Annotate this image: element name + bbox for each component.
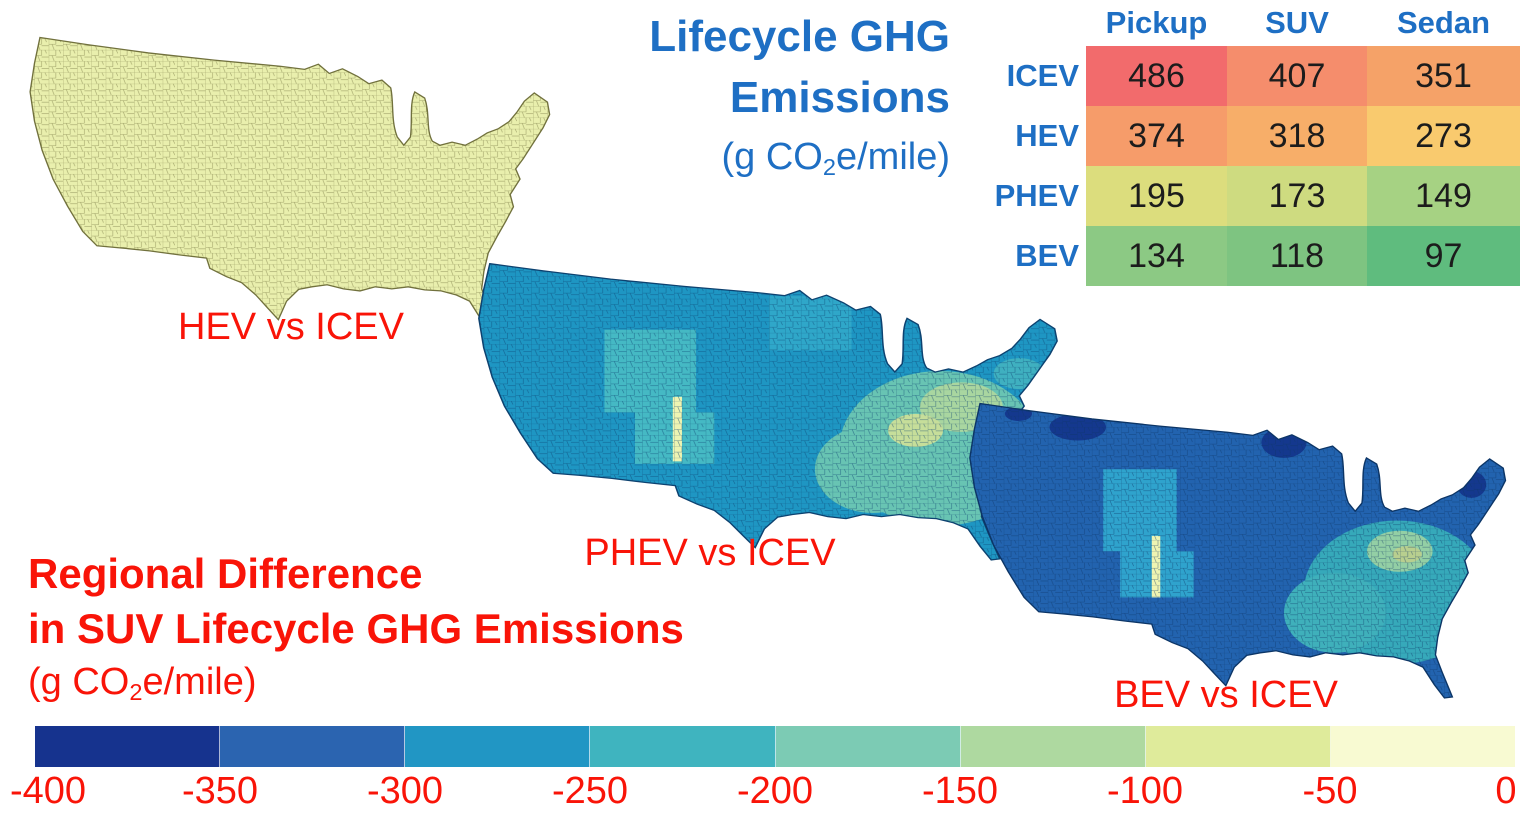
subtitle-line2: in SUV Lifecycle GHG Emissions (28, 605, 684, 652)
table-cell-bev-pickup: 134 (1086, 226, 1227, 286)
table-row-label-hev: HEV (1015, 118, 1079, 153)
legend-segment-3 (590, 726, 776, 767)
table-row-label-bev: BEV (1015, 238, 1079, 273)
colorbar (35, 726, 1515, 767)
table-col-header-pickup: Pickup (1105, 5, 1208, 40)
table-corner-spacer (990, 0, 1086, 46)
legend-segment-6 (1145, 726, 1331, 767)
figure-subtitle: Regional Difference in SUV Lifecycle GHG… (28, 546, 684, 718)
legend-segment-1 (220, 726, 406, 767)
subtitle-line1: Regional Difference (28, 550, 423, 597)
legend-tick--150: -150 (921, 770, 999, 812)
figure-title: Lifecycle GHG Emissions (g CO2e/mile) (649, 6, 950, 196)
legend-segment-2 (405, 726, 591, 767)
table-cell-phev-sedan: 149 (1367, 166, 1520, 226)
map-label-phev-vs-icev: PHEV vs ICEV (584, 532, 836, 574)
table-cell-phev-suv: 173 (1227, 166, 1367, 226)
legend-segment-5 (960, 726, 1146, 767)
figure-title-line2: Emissions (729, 73, 950, 122)
table-cell-icev-pickup: 486 (1086, 46, 1227, 106)
choropleth-hev-vs-icev (29, 36, 551, 333)
legend-segment-7 (1330, 726, 1515, 767)
table-cell-icev-suv: 407 (1227, 46, 1367, 106)
legend-tick--250: -250 (551, 770, 629, 812)
table-cell-icev-sedan: 351 (1367, 46, 1520, 106)
table-cell-phev-pickup: 195 (1086, 166, 1227, 226)
table-row-label-icev: ICEV (1006, 58, 1079, 93)
subtitle-unit: (g CO2e/mile) (28, 661, 257, 705)
emissions-table: Pickup SUV Sedan ICEV 486 407 351 HEV 374 318 273 P… (990, 0, 1520, 286)
table-cell-hev-pickup: 374 (1086, 106, 1227, 166)
choropleth-bev-vs-icev (969, 402, 1507, 699)
legend-tick--200: -200 (736, 770, 814, 812)
table-cell-hev-sedan: 273 (1367, 106, 1520, 166)
legend-tick--400: -400 (9, 770, 87, 812)
choropleth-phev-vs-icev (478, 262, 1058, 561)
table-cell-bev-suv: 118 (1227, 226, 1367, 286)
legend-segment-4 (775, 726, 961, 767)
table-col-header-suv: SUV (1265, 5, 1329, 40)
figure-title-unit: (g CO2e/mile) (721, 136, 951, 180)
legend-tick--100: -100 (1106, 770, 1184, 812)
table-col-header-sedan: Sedan (1396, 5, 1491, 40)
table-cell-hev-suv: 318 (1227, 106, 1367, 166)
map-label-bev-vs-icev: BEV vs ICEV (1114, 674, 1338, 716)
map-label-hev-vs-icev: HEV vs ICEV (178, 306, 404, 348)
legend-tick--50: -50 (1302, 770, 1358, 812)
table-cell-bev-sedan: 97 (1367, 226, 1520, 286)
figure-title-line1: Lifecycle GHG (649, 12, 950, 61)
legend-tick--300: -300 (366, 770, 444, 812)
colorbar-ticks: -400 -350 -300 -250 -200 -150 -100 -50 0 (0, 770, 1526, 814)
legend-segment-0 (35, 726, 221, 767)
table-row-label-phev: PHEV (994, 178, 1079, 213)
legend-tick--350: -350 (181, 770, 259, 812)
legend-tick-0: 0 (1495, 770, 1517, 812)
